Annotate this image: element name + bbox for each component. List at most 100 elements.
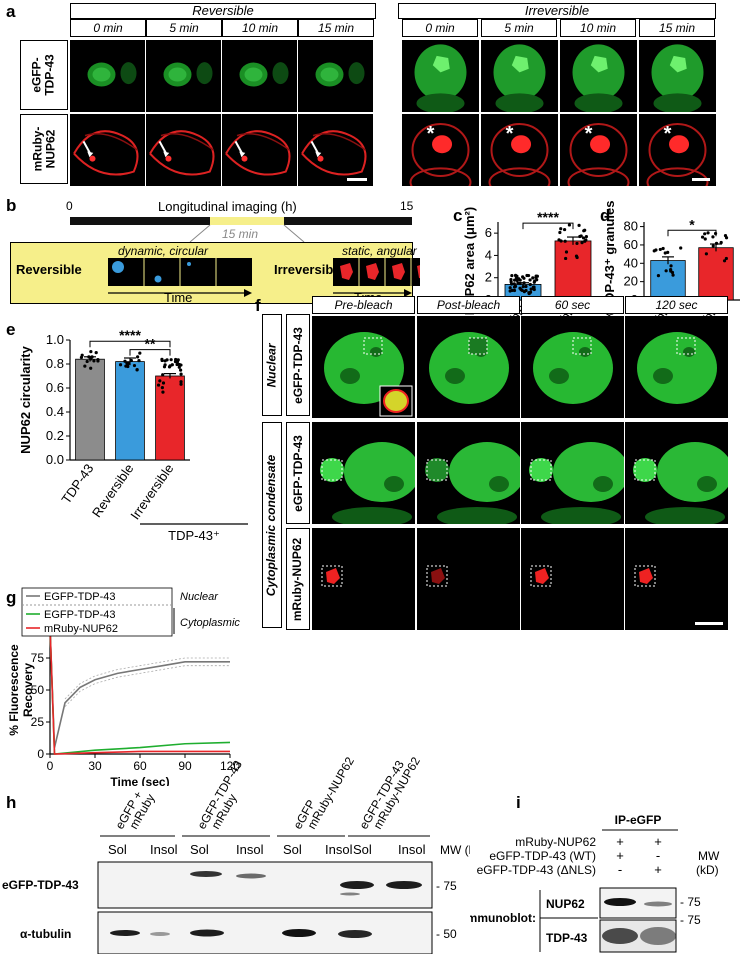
condition-sign: +	[616, 848, 624, 863]
bar	[155, 375, 185, 461]
ip-label: IP-eGFP	[615, 813, 662, 827]
x-axis-label: Time (sec)	[110, 775, 169, 786]
y-tick-label: 60	[624, 237, 638, 252]
y-tick-label: 40	[624, 255, 638, 270]
significance-label: ****	[537, 209, 559, 225]
blot-band	[602, 928, 638, 944]
data-point	[581, 236, 586, 240]
time-label-rev: 15 min	[298, 19, 374, 37]
fraction-label: Sol	[108, 842, 127, 857]
data-point	[711, 244, 715, 248]
data-point	[161, 373, 165, 377]
micrograph-a	[298, 40, 373, 112]
y-axis-label: Recovery	[21, 663, 35, 717]
data-point	[529, 287, 533, 291]
immunoblot-label: Immunoblot:	[470, 911, 536, 925]
fraction-label: Insol	[325, 842, 353, 857]
data-point	[719, 240, 723, 245]
data-point	[558, 230, 562, 235]
blot-band	[190, 929, 224, 937]
y-tick-label: 0.8	[46, 356, 64, 371]
data-point	[703, 237, 707, 241]
panel-label-i: i	[516, 793, 521, 812]
data-point	[170, 363, 174, 367]
blot-band	[110, 930, 140, 936]
data-point	[179, 368, 183, 372]
data-point	[521, 275, 525, 279]
micrograph-a	[481, 40, 558, 112]
blot-row-label: α-tubulin	[20, 927, 71, 941]
mw-label: MW	[698, 849, 720, 863]
legend-box	[21, 587, 173, 637]
svg-text:*: *	[506, 123, 514, 145]
data-point	[666, 250, 670, 254]
data-point	[704, 252, 708, 256]
reversible-header: Reversible	[70, 3, 376, 19]
data-point	[85, 359, 89, 364]
y-tick-label: 25	[31, 715, 45, 729]
data-point	[533, 279, 537, 283]
y-tick-label: 6	[485, 225, 492, 240]
time-label-irr: 0 min	[402, 19, 478, 37]
data-point	[534, 275, 538, 280]
f-time-label: 120 sec	[625, 296, 728, 314]
blot-tdp43	[97, 861, 433, 909]
data-point	[179, 380, 183, 384]
condition-sign: +	[616, 834, 624, 849]
y-axis-label: % Fluorescence	[7, 644, 21, 736]
data-point	[528, 282, 532, 287]
legend-entry: EGFP-TDP-43	[44, 591, 116, 603]
row-label-egfp: eGFP- TDP-43	[20, 40, 68, 110]
timeline-end: 15	[400, 199, 414, 213]
panel-label-h: h	[6, 793, 17, 812]
data-point	[508, 286, 512, 290]
x-tick-label: 90	[178, 759, 192, 773]
kd-label: (kD)	[696, 863, 719, 877]
tdp43-label: TDP-43	[546, 931, 588, 945]
data-point	[652, 249, 656, 253]
legend-group: Nuclear	[180, 591, 219, 603]
data-point	[584, 235, 589, 239]
micrograph-a	[70, 114, 145, 186]
series-line	[49, 625, 230, 755]
svg-text:*: *	[585, 123, 593, 145]
data-point	[512, 282, 516, 286]
f-time-label: Post-bleach	[417, 296, 520, 314]
micrograph-a	[560, 40, 637, 112]
schematic-graphic	[108, 258, 420, 297]
schematic-rev-desc: dynamic, circular	[118, 244, 209, 258]
condition-sign: +	[654, 834, 662, 849]
data-point	[656, 274, 661, 278]
time-label-rev: 10 min	[222, 19, 298, 37]
y-tick-label: 20	[624, 274, 638, 289]
micrograph-a: *	[402, 114, 479, 186]
condition-sign: -	[618, 862, 622, 877]
data-point	[711, 235, 715, 239]
data-point	[92, 359, 96, 363]
data-point	[577, 223, 581, 227]
bar	[698, 247, 734, 301]
data-point	[564, 250, 569, 254]
micrograph-a	[402, 40, 479, 112]
fraction-label: Insol	[236, 842, 264, 857]
y-tick-label: 1.0	[46, 332, 64, 347]
x-tick-label: 0	[47, 759, 54, 773]
mw-label: MW (kD)	[440, 843, 470, 857]
cytoplasmic-label: Cytoplasmic condensate	[262, 422, 282, 628]
blot-band	[282, 929, 316, 937]
data-point	[724, 256, 728, 261]
condition-label: mRuby-NUP62	[515, 835, 596, 849]
irreversible-header: Irreversible	[398, 3, 716, 19]
panel-label-a: a	[6, 2, 16, 21]
data-point	[574, 254, 579, 258]
micrograph-a	[146, 40, 221, 112]
data-point	[177, 365, 181, 369]
y-axis-label: NUP62 circularity	[18, 345, 33, 453]
significance-label: ****	[119, 327, 141, 343]
y-axis-label: NUP62 area (μm²)	[462, 207, 477, 315]
svg-text:*: *	[664, 123, 672, 145]
data-point	[669, 264, 673, 268]
legend-group: Cytoplasmic	[180, 617, 240, 629]
